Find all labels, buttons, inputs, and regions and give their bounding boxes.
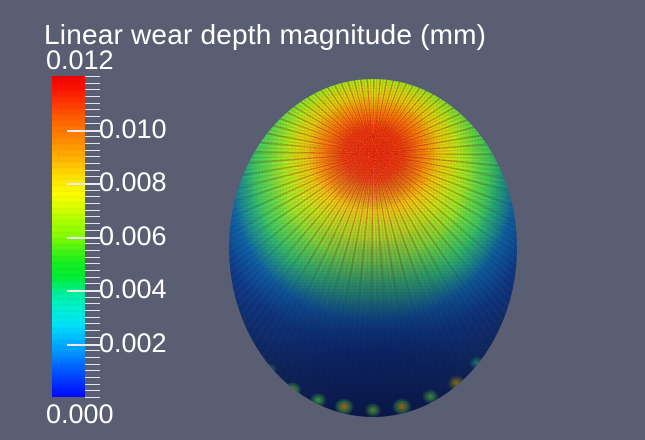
scalar-bar-minor-tick — [85, 296, 100, 298]
scalar-bar-minor-tick — [85, 383, 100, 385]
scalar-bar-minor-tick — [85, 276, 100, 278]
scalar-bar-minor-tick — [85, 249, 100, 251]
scalar-bar-minor-tick — [85, 89, 100, 91]
surface-pixelation — [229, 79, 517, 417]
scalar-bar-minor-tick — [85, 149, 100, 151]
scalar-bar-minor-tick — [85, 376, 100, 378]
scalar-bar-minor-tick — [85, 102, 100, 104]
scalar-bar-major-tick — [67, 129, 100, 132]
scalar-bar-minor-tick — [85, 330, 100, 332]
scalar-bar-max-label: 0.012 — [46, 45, 114, 75]
scalar-bar-minor-tick — [85, 370, 100, 372]
scalar-bar-minor-tick — [85, 223, 100, 225]
scalar-bar-minor-tick — [85, 116, 100, 118]
scalar-bar-minor-tick — [85, 216, 100, 218]
scalar-bar-minor-tick — [85, 196, 100, 198]
scalar-bar-minor-tick — [85, 323, 100, 325]
scalar-bar-tick-label: 0.008 — [99, 167, 167, 197]
scalar-bar-minor-tick — [85, 122, 100, 124]
scalar-bar-minor-tick — [85, 363, 100, 365]
scalar-bar-major-tick — [67, 183, 100, 185]
scalar-bar-minor-tick — [85, 336, 100, 338]
scalar-bar-tick-label: 0.006 — [99, 220, 167, 251]
scalar-bar-tick-label: 0.010 — [99, 113, 167, 144]
scalar-bar-minor-tick — [85, 156, 100, 158]
scalar-bar-minor-tick — [85, 303, 100, 305]
scalar-bar-major-tick — [67, 290, 100, 292]
scalar-bar-minor-tick — [85, 397, 100, 398]
page-title: Linear wear depth magnitude (mm) — [44, 19, 487, 50]
scalar-bar-minor-tick — [85, 356, 100, 358]
scalar-bar-minor-tick — [85, 96, 100, 98]
scalar-bar-minor-tick — [85, 316, 100, 318]
scalar-bar-minor-tick — [85, 142, 100, 144]
scalar-bar-minor-tick — [85, 243, 100, 245]
scalar-bar-minor-tick — [85, 189, 100, 191]
scalar-bar-minor-tick — [85, 136, 100, 138]
sphere-model[interactable] — [229, 79, 517, 417]
scalar-bar-tick-label: 0.002 — [99, 327, 167, 358]
scalar-bar-min-label: 0.000 — [46, 399, 114, 429]
surface-limb-shading — [229, 79, 517, 417]
scalar-bar-minor-tick — [85, 203, 100, 205]
scalar-bar-minor-tick — [85, 390, 100, 392]
scalar-bar-minor-tick — [85, 310, 100, 312]
sphere-surface — [229, 79, 517, 417]
scalar-bar-minor-tick — [85, 109, 100, 111]
scalar-bar-tick-label: 0.004 — [99, 274, 167, 304]
scalar-bar-minor-tick — [85, 76, 100, 77]
scalar-bar-minor-tick — [85, 209, 100, 211]
scalar-bar-minor-tick — [85, 82, 100, 84]
scalar-bar-minor-tick — [85, 162, 100, 164]
scalar-bar-minor-tick — [85, 350, 100, 352]
scalar-bar-major-tick — [67, 343, 100, 346]
scalar-bar-minor-tick — [85, 269, 100, 271]
scalar-bar-major-tick — [67, 236, 100, 239]
scalar-bar-minor-tick — [85, 169, 100, 171]
scalar-bar-minor-tick — [85, 283, 100, 285]
scalar-bar-minor-tick — [85, 256, 100, 258]
scalar-bar-minor-tick — [85, 229, 100, 231]
scalar-bar-minor-tick — [85, 263, 100, 265]
scalar-bar-minor-tick — [85, 176, 100, 178]
scalar-bar-ticks — [67, 76, 101, 398]
